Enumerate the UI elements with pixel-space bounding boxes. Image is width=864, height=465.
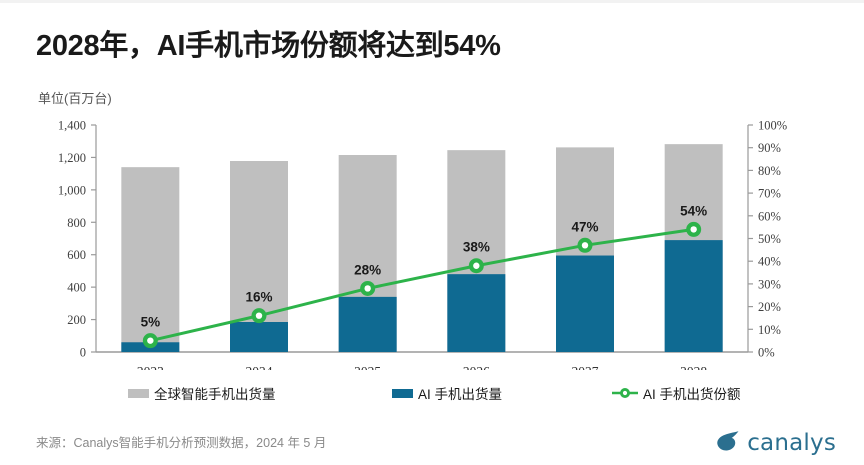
legend-line-circle-icon — [612, 387, 638, 399]
line-marker-inner — [581, 242, 589, 249]
chart-legend: 全球智能手机出货量 AI 手机出货量 AI 手机出货份额 — [0, 383, 864, 407]
y-axis-label-right: 100% — [758, 119, 787, 133]
legend-item-ai-share[interactable]: AI 手机出货份额 — [612, 383, 741, 403]
line-marker-inner — [147, 337, 154, 344]
y-axis-label-right: 30% — [758, 277, 781, 291]
y-axis-label-right: 40% — [758, 255, 781, 269]
page-title: 2028年，AI手机市场份额将达到54% — [36, 30, 501, 62]
x-axis-label: 2026 — [463, 364, 490, 370]
y-axis-label-left: 1,000 — [58, 183, 86, 197]
data-label-ai-share: 47% — [571, 219, 598, 234]
y-axis-label-right: 50% — [758, 232, 781, 246]
y-axis-label-right: 70% — [758, 187, 781, 201]
bar-ai-shipments[interactable] — [447, 274, 506, 352]
x-axis-label: 2024 — [246, 364, 273, 370]
canalys-wordmark: canalys — [747, 429, 836, 456]
data-label-ai-share: 38% — [463, 240, 490, 255]
legend-label-ai-share: AI 手机出货份额 — [643, 387, 741, 402]
line-marker-inner — [364, 285, 371, 292]
y-axis-label-left: 1,400 — [58, 119, 86, 133]
data-label-ai-share: 28% — [354, 262, 381, 277]
y-axis-label-left: 0 — [80, 346, 86, 360]
line-marker-inner — [690, 226, 697, 233]
data-label-ai-share: 5% — [141, 315, 161, 330]
y-axis-label-left: 1,200 — [58, 151, 86, 165]
y-axis-unit-label: 单位(百万台) — [38, 91, 112, 106]
legend-item-total-shipments[interactable]: 全球智能手机出货量 — [128, 383, 276, 403]
bar-ai-shipments[interactable] — [664, 240, 723, 352]
y-axis-label-right: 90% — [758, 141, 781, 155]
data-label-ai-share: 16% — [245, 290, 272, 305]
bar-total-shipments[interactable] — [121, 167, 180, 352]
y-axis-label-left: 200 — [67, 313, 86, 327]
legend-swatch-blue — [392, 388, 413, 398]
y-axis-label-right: 60% — [758, 209, 781, 223]
legend-item-ai-shipments[interactable]: AI 手机出货量 — [392, 383, 502, 403]
y-axis-label-left: 600 — [67, 248, 86, 262]
data-label-ai-share: 54% — [680, 203, 707, 218]
y-axis-label-right: 80% — [758, 164, 781, 178]
line-marker-inner — [255, 312, 263, 319]
y-axis-label-right: 20% — [758, 300, 781, 314]
bar-ai-shipments[interactable] — [230, 322, 288, 352]
chart-svg: 0 200 400 600 800 1,000 1,200 1,400 0% 10% 20% 30% 4… — [58, 119, 787, 371]
bar-ai-shipments[interactable] — [338, 296, 397, 352]
x-axis-label: 2023 — [137, 364, 164, 370]
x-axis-label: 2028 — [680, 364, 707, 370]
x-axis-label: 2027 — [572, 364, 599, 370]
y-axis-label-left: 400 — [67, 281, 86, 295]
legend-swatch-gray — [128, 388, 149, 398]
line-ai-share[interactable] — [148, 227, 696, 343]
legend-label-ai-shipments: AI 手机出货量 — [418, 387, 503, 402]
line-marker-inner — [473, 262, 480, 269]
top-divider — [0, 0, 864, 3]
plot-area: 0 200 400 600 800 1,000 1,200 1,400 0% 10% 20% 30% 4… — [0, 110, 864, 371]
y-axis-label-right: 0% — [758, 346, 775, 360]
canalys-logo: canalys — [715, 428, 836, 457]
source-note: 来源：Canalys智能手机分析预测数据，2024 年 5 月 — [36, 436, 327, 450]
x-axis-label: 2025 — [354, 364, 381, 370]
legend-label-total-shipments: 全球智能手机出货量 — [154, 387, 276, 402]
canalys-swoosh-icon — [715, 428, 741, 457]
bar-ai-shipments[interactable] — [556, 255, 614, 352]
y-axis-label-left: 800 — [67, 216, 86, 230]
y-axis-label-right: 10% — [758, 323, 781, 337]
